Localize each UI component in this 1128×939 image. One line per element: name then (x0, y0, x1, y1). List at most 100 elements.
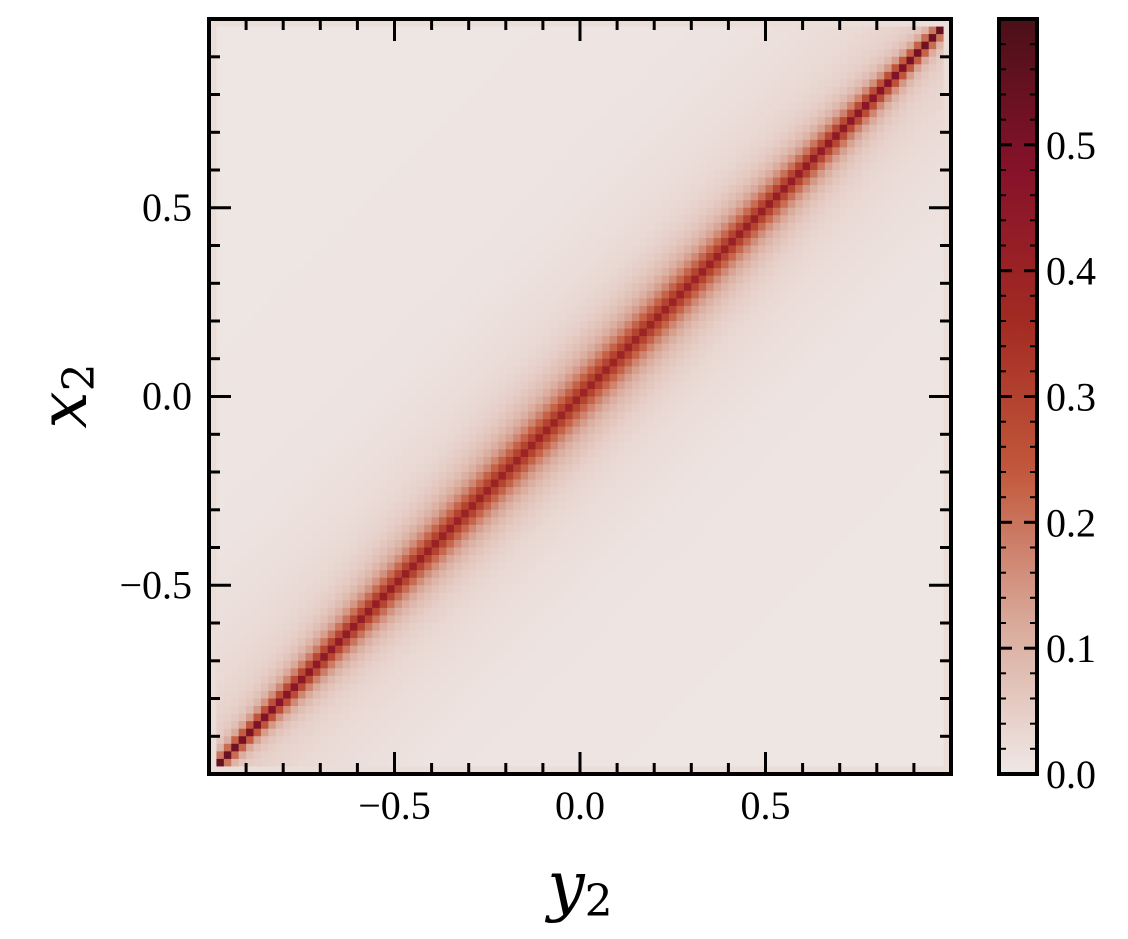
heatmap-cell (780, 34, 789, 43)
heatmap-cell (209, 313, 218, 322)
heatmap-cell (602, 388, 611, 398)
heatmap-cell (490, 19, 499, 28)
heatmap-cell (810, 19, 819, 28)
heatmap-cell (839, 102, 848, 111)
heatmap-cell (298, 283, 307, 292)
heatmap-cell (572, 313, 581, 322)
heatmap-cell (728, 336, 737, 345)
heatmap-cell (728, 275, 737, 284)
heatmap-cell (810, 351, 819, 360)
heatmap-cell (847, 351, 856, 360)
heatmap-cell (720, 230, 729, 239)
heatmap-cell (209, 351, 218, 360)
heatmap-cell (476, 366, 485, 375)
heatmap-cell (231, 34, 240, 43)
heatmap-cell (498, 230, 507, 239)
heatmap-cell (669, 283, 678, 292)
heatmap-cell (387, 275, 396, 284)
heatmap-cell (513, 253, 522, 262)
heatmap-cell (691, 222, 700, 231)
heatmap-cell (394, 336, 403, 345)
heatmap-cell (565, 132, 574, 141)
heatmap-cell (743, 34, 752, 43)
heatmap-cell (565, 283, 574, 292)
heatmap-cell (580, 94, 589, 103)
heatmap-cell (424, 132, 433, 141)
heatmap-cell (802, 124, 811, 133)
heatmap-cell (320, 109, 329, 118)
heatmap-cell (832, 64, 841, 73)
heatmap-cell (238, 373, 247, 382)
heatmap-cell (498, 79, 507, 88)
heatmap-cell (513, 147, 522, 156)
heatmap-cell (431, 162, 440, 171)
heatmap-cell (691, 56, 700, 65)
heatmap-cell (810, 79, 819, 88)
heatmap-cell (372, 207, 381, 216)
heatmap-cell (275, 177, 284, 186)
heatmap-cell (639, 102, 648, 111)
heatmap-cell (476, 34, 485, 43)
heatmap-cell (246, 268, 255, 277)
heatmap-cell (735, 222, 744, 231)
heatmap-cell (884, 381, 893, 390)
heatmap-cell (416, 260, 425, 269)
heatmap-cell (891, 192, 900, 201)
heatmap-cell (772, 49, 781, 58)
heatmap-cell (928, 200, 937, 209)
heatmap-cell (372, 79, 381, 88)
heatmap-cell (565, 192, 574, 201)
heatmap-cell (468, 79, 477, 88)
heatmap-cell (869, 343, 878, 352)
heatmap-cell (565, 298, 574, 307)
heatmap-cell (401, 124, 410, 133)
heatmap-cell (750, 177, 759, 186)
heatmap-cell (631, 34, 640, 43)
heatmap-cell (260, 192, 269, 201)
heatmap-cell (824, 56, 833, 65)
heatmap-cell (483, 34, 492, 43)
heatmap-cell (453, 56, 462, 65)
heatmap-cell (654, 298, 663, 307)
heatmap-cell (260, 366, 269, 375)
heatmap-cell (312, 253, 321, 262)
heatmap-cell (802, 388, 811, 398)
heatmap-cell (209, 192, 218, 201)
heatmap-cell (861, 230, 870, 239)
heatmap-cell (364, 298, 373, 307)
heatmap-cell (335, 124, 344, 133)
heatmap-cell (557, 207, 566, 216)
heatmap-cell (290, 313, 299, 322)
heatmap-cell (223, 222, 232, 231)
heatmap-cell (906, 132, 915, 141)
heatmap-cell (758, 200, 767, 209)
heatmap-cell (446, 321, 455, 330)
heatmap-cell (758, 275, 767, 284)
heatmap-cell (387, 56, 396, 65)
heatmap-cell (431, 19, 440, 28)
heatmap-cell (223, 207, 232, 216)
heatmap-cell (349, 237, 358, 247)
heatmap-cell (839, 328, 848, 337)
heatmap-cell (772, 79, 781, 88)
heatmap-cell (312, 192, 321, 201)
heatmap-cell (817, 343, 826, 352)
heatmap-cell (676, 154, 685, 164)
heatmap-cell (498, 253, 507, 262)
heatmap-cell (765, 305, 774, 315)
heatmap-cell (943, 170, 951, 179)
heatmap-cell (305, 147, 314, 156)
heatmap-cell (594, 79, 603, 88)
heatmap-cell (283, 268, 292, 277)
heatmap-cell (505, 26, 514, 35)
heatmap-cell (535, 381, 544, 390)
heatmap-cell (899, 49, 908, 58)
heatmap-cell (565, 64, 574, 73)
heatmap-cell (290, 260, 299, 269)
heatmap-cell (283, 336, 292, 345)
heatmap-cell (290, 132, 299, 141)
heatmap-cell (268, 290, 277, 299)
heatmap-cell (246, 162, 255, 171)
heatmap-cell (617, 290, 626, 299)
heatmap-cell (654, 215, 663, 224)
